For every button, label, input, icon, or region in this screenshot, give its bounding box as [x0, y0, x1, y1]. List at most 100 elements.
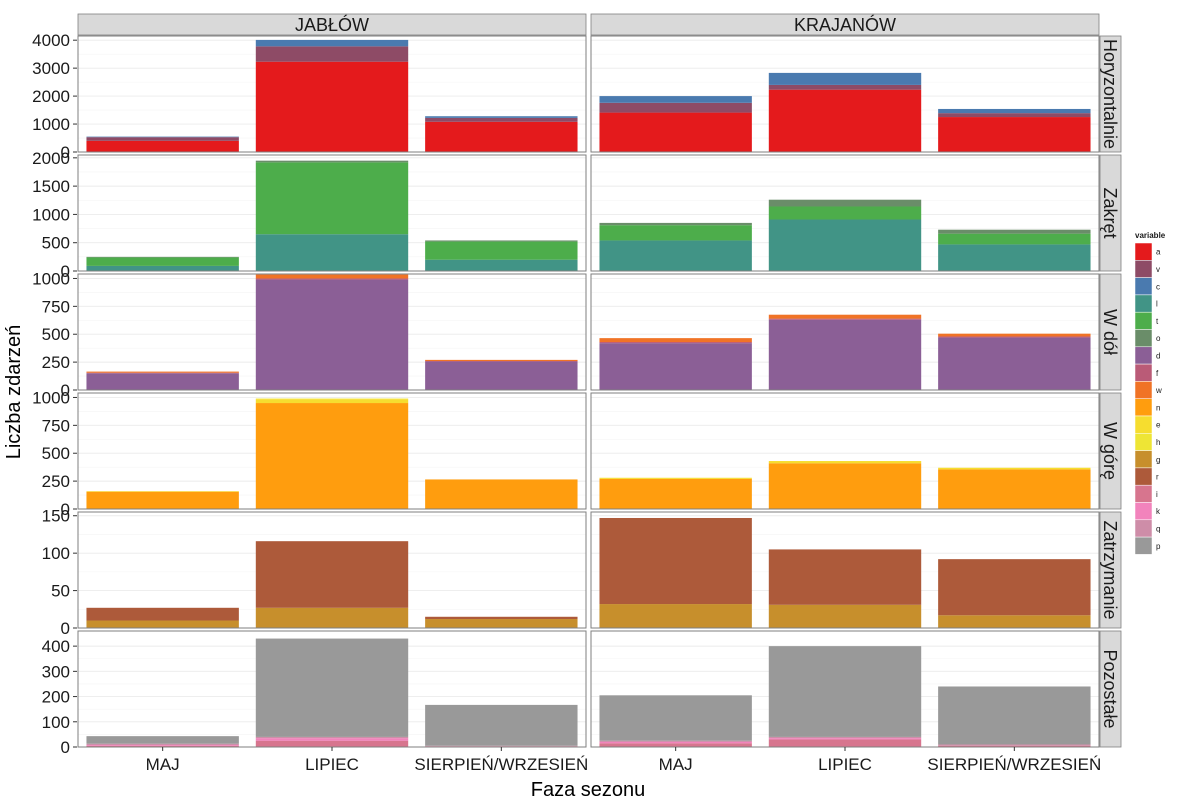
panel-border — [77, 154, 587, 272]
row-strip-label: Zatrzymanie — [1100, 520, 1120, 619]
y-tick-label: 0 — [61, 381, 70, 400]
column-strip-label: KRAJANÓW — [794, 14, 896, 35]
panel-zakret-krajanow — [590, 154, 1100, 272]
legend-swatch-c — [1134, 277, 1153, 296]
legend-label: e — [1156, 421, 1161, 430]
y-tick-label: 750 — [42, 416, 70, 435]
bar-segment-e — [86, 491, 239, 492]
y-tick-label: 1000 — [32, 388, 70, 407]
bar-segment-t — [768, 206, 922, 220]
bar-segment-g — [599, 604, 752, 628]
panel-w-dol-krajanow — [590, 273, 1100, 391]
bar-segment-p — [768, 646, 922, 737]
bar-segment-t — [86, 257, 239, 266]
panel-pozostale-krajanow — [590, 630, 1100, 748]
panel-border — [77, 35, 587, 153]
bar-segment-f — [86, 372, 239, 374]
bar-segment-v — [86, 137, 239, 141]
legend-swatch-e — [1134, 415, 1153, 434]
bar-segment-k — [86, 744, 239, 746]
y-tick-label: 500 — [42, 444, 70, 463]
bar-segment-i — [86, 745, 239, 747]
legend-swatch-d — [1134, 346, 1153, 365]
panel-border — [590, 35, 1100, 153]
legend-title: variable — [1135, 231, 1166, 240]
legend-label: h — [1156, 438, 1160, 447]
bar-segment-k — [599, 741, 752, 744]
bar-segment-r — [86, 607, 239, 621]
x-tick-label: LIPIEC — [305, 755, 359, 774]
legend-label: g — [1156, 455, 1160, 464]
bar-segment-h — [255, 398, 409, 400]
legend-label: d — [1156, 351, 1160, 360]
bar-segment-f — [425, 361, 578, 362]
bar-segment-d — [768, 319, 922, 390]
panel-border — [77, 273, 587, 391]
y-tick-label: 1500 — [32, 177, 70, 196]
legend-label: a — [1156, 248, 1161, 257]
bar-segment-q — [768, 736, 922, 739]
panel-border — [77, 392, 587, 510]
bar-segment-d — [599, 343, 752, 390]
y-tick-label: 150 — [42, 507, 70, 526]
legend-swatch-v — [1134, 260, 1153, 278]
legend-swatch-i — [1134, 484, 1153, 503]
bar-segment-p — [425, 704, 578, 746]
row-strip-w-dol — [1099, 273, 1122, 391]
bar-segment-q — [86, 743, 239, 745]
bar-segment-t — [938, 233, 1091, 245]
y-tick-label: 750 — [42, 297, 70, 316]
legend-label: v — [1156, 265, 1160, 274]
bar-segment-i — [768, 739, 922, 747]
row-strip-w-gore — [1099, 392, 1122, 510]
y-tick-label: 0 — [61, 619, 70, 638]
bar-segment-q — [599, 740, 752, 742]
bar-segment-e — [938, 467, 1091, 470]
bar-segment-d — [255, 279, 409, 390]
bar-segment-v — [938, 113, 1091, 118]
bar-segment-k — [768, 738, 922, 740]
bar-segment-l — [599, 240, 752, 271]
legend-swatch-t — [1134, 311, 1153, 330]
bar-segment-q — [425, 745, 578, 747]
bar-segment-g — [255, 607, 409, 628]
panel-zakret-jablow — [77, 154, 587, 272]
panel-border — [590, 273, 1100, 391]
y-tick-label: 100 — [42, 713, 70, 732]
y-tick-label: 3000 — [32, 59, 70, 78]
y-tick-label: 500 — [42, 234, 70, 253]
legend-swatch-q — [1134, 519, 1153, 538]
y-tick-label: 250 — [42, 472, 70, 491]
strips-layer: JABŁÓW KRAJANÓW Horyzontalnie Zakręt W dół W … — [77, 13, 1122, 748]
legend-swatch-a — [1134, 242, 1153, 261]
row-strip-label: W dół — [1100, 309, 1120, 355]
bar-segment-w — [86, 371, 239, 373]
bar-segment-g — [86, 620, 239, 628]
legend-label: l — [1156, 300, 1158, 309]
x-tick-label: SIERPIEŃ/WRZESIEŃ — [927, 755, 1101, 774]
legend-label: q — [1156, 524, 1160, 533]
legend-label: p — [1156, 542, 1161, 551]
y-axis-title: Liczba zdarzeń — [3, 325, 25, 460]
bar-segment-a — [425, 121, 578, 152]
panels-layer — [77, 35, 1100, 748]
bar-segment-p — [86, 736, 239, 744]
y-tick-label: 100 — [42, 544, 70, 563]
panel-border — [590, 392, 1100, 510]
bar-segment-p — [938, 686, 1091, 745]
legend-label: k — [1156, 507, 1161, 516]
legend-swatch-p — [1134, 536, 1153, 555]
bar-segment-l — [86, 265, 239, 271]
legend-label: r — [1156, 473, 1159, 482]
bar-segment-n — [255, 403, 409, 509]
row-strip-label: W górę — [1100, 422, 1120, 480]
y-tick-label: 300 — [42, 662, 70, 681]
legend-label: c — [1156, 282, 1160, 291]
legend-label: n — [1156, 403, 1160, 412]
y-tick-label: 0 — [61, 500, 70, 519]
bar-segment-c — [425, 116, 578, 118]
y-tick-label: 0 — [61, 262, 70, 281]
bar-segment-r — [255, 541, 409, 608]
bar-segment-v — [425, 117, 578, 122]
